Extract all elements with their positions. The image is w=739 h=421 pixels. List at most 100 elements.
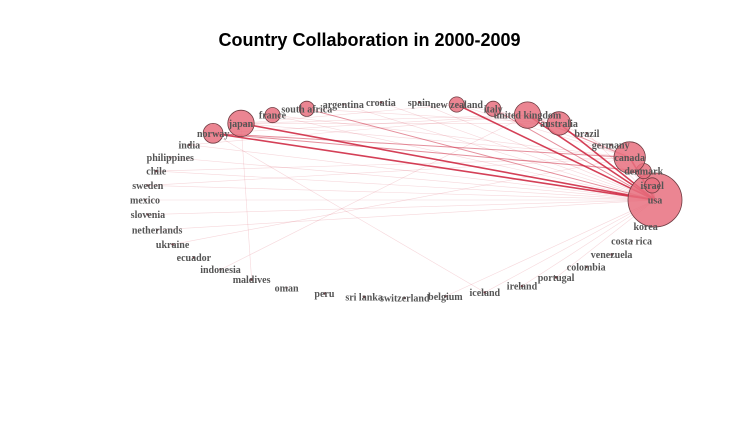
node-peru (323, 292, 326, 295)
label-maldives: maldives (233, 275, 271, 286)
node-croatia (379, 101, 383, 104)
nodes-layer (143, 96, 683, 300)
label-denmark: denmark (624, 167, 663, 178)
label-sri-lanka: sri lanka (345, 293, 383, 304)
label-switzerland: switzerland (380, 294, 430, 305)
node-japan (227, 109, 255, 138)
node-germany (609, 143, 612, 146)
node-france (264, 107, 281, 124)
label-india: india (178, 140, 200, 151)
label-venezuela: venezuela (591, 250, 633, 261)
edge-netherlands-usa (157, 199, 656, 231)
edge-france-canada (272, 114, 630, 158)
label-mexico: mexico (130, 196, 160, 207)
edge-chile-usa (156, 170, 656, 201)
label-iceland: iceland (470, 288, 501, 299)
node-united-kingdom (513, 101, 542, 129)
node-portugal (554, 276, 558, 279)
node-brazil (585, 132, 589, 135)
label-spain: spain (408, 98, 431, 109)
node-usa (627, 172, 683, 228)
label-ecuador: ecuador (177, 253, 212, 264)
edge-south-africa-usa (306, 108, 656, 201)
node-belgium (444, 295, 447, 298)
labels-layer: usa israel denmark canada germanybrazilaustr… (130, 98, 664, 305)
node-mexico (143, 198, 147, 202)
node-ukraine (171, 243, 174, 246)
label-italy: italy (484, 104, 503, 115)
label-sweden: sweden (132, 181, 164, 192)
edge-japan-canada (240, 123, 630, 158)
label-indonesia: indonesia (200, 265, 241, 276)
edge-norway-iceland (212, 133, 485, 293)
node-israel (644, 177, 661, 194)
label-australia: australia (540, 119, 578, 130)
edge-india-usa (189, 144, 656, 201)
edge-philippines-usa (170, 157, 656, 201)
node-italy (485, 100, 502, 117)
node-india (188, 143, 191, 146)
node-oman (285, 286, 288, 289)
label-new-zealand: new zealand (430, 100, 483, 111)
edge-new-zealand-australia (456, 104, 560, 124)
node-slovenia (146, 213, 150, 216)
label-belgium: belgium (428, 292, 463, 303)
edge-france-usa (272, 114, 656, 201)
label-usa: usa (648, 196, 662, 207)
label-japan: japan (228, 119, 254, 130)
label-france: france (259, 111, 287, 122)
edge-new-zealand-canada (456, 104, 630, 158)
label-portugal: portugal (538, 273, 575, 284)
node-switzerland (403, 296, 406, 300)
edge-ukraine-canada (172, 157, 630, 245)
edge-iceland-usa (484, 199, 656, 293)
edge-maldives-japan (240, 123, 252, 280)
label-germany: germany (592, 140, 630, 151)
label-slovenia: slovenia (131, 210, 165, 221)
node-new-zealand (448, 96, 465, 113)
edge-slovenia-usa (147, 199, 656, 215)
node-philippines (169, 156, 172, 159)
label-norway: norway (197, 129, 229, 140)
node-south-africa (298, 100, 315, 117)
node-indonesia (219, 268, 222, 271)
edge-croatia-usa (380, 102, 656, 201)
label-ireland: ireland (507, 282, 538, 293)
edges-layer (145, 102, 656, 297)
node-ecuador (192, 256, 196, 259)
label-united-kingdom: united kingdom (494, 111, 562, 122)
label-oman: oman (275, 283, 299, 294)
edge-norway-united-kingdom (213, 114, 528, 134)
label-chile: chile (146, 167, 167, 178)
node-chile (155, 169, 158, 173)
label-south-africa: south africa (281, 104, 332, 115)
label-philippines: philippines (147, 153, 194, 164)
node-korea (644, 225, 647, 228)
label-argentina: argentina (323, 100, 364, 111)
node-canada (613, 141, 646, 174)
node-sri-lanka (362, 295, 366, 299)
edge-sweden-usa (147, 185, 656, 201)
edge-sweden-canada (147, 157, 630, 186)
node-argentina (342, 103, 345, 106)
edge-chile-canada (156, 157, 630, 172)
edge-norway-canada (213, 132, 630, 158)
edge-spain-usa (418, 102, 656, 201)
edge-japan-united-kingdom (240, 114, 528, 124)
label-canada: canada (614, 153, 645, 164)
node-ireland (520, 284, 524, 288)
label-brazil: brazil (574, 129, 599, 140)
node-iceland (483, 291, 486, 294)
edge-norway-usa (212, 132, 656, 201)
edge-india-united-kingdom (189, 114, 528, 146)
node-australia (546, 111, 572, 136)
node-netherlands (155, 228, 159, 232)
label-peru: peru (314, 289, 334, 300)
label-costa-rica: costa rica (611, 237, 652, 248)
node-sweden (146, 184, 149, 187)
label-ukraine: ukraine (156, 240, 190, 251)
label-colombia: colombia (567, 262, 606, 273)
edge-united-kingdom-canada (527, 114, 630, 158)
